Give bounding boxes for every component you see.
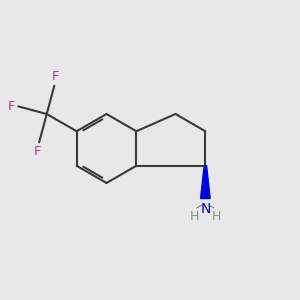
- Text: F: F: [34, 145, 41, 158]
- Polygon shape: [201, 166, 210, 199]
- Text: H: H: [189, 210, 199, 223]
- Text: H: H: [212, 210, 221, 223]
- Text: N: N: [200, 202, 211, 216]
- Text: F: F: [52, 70, 60, 83]
- Text: F: F: [8, 100, 15, 113]
